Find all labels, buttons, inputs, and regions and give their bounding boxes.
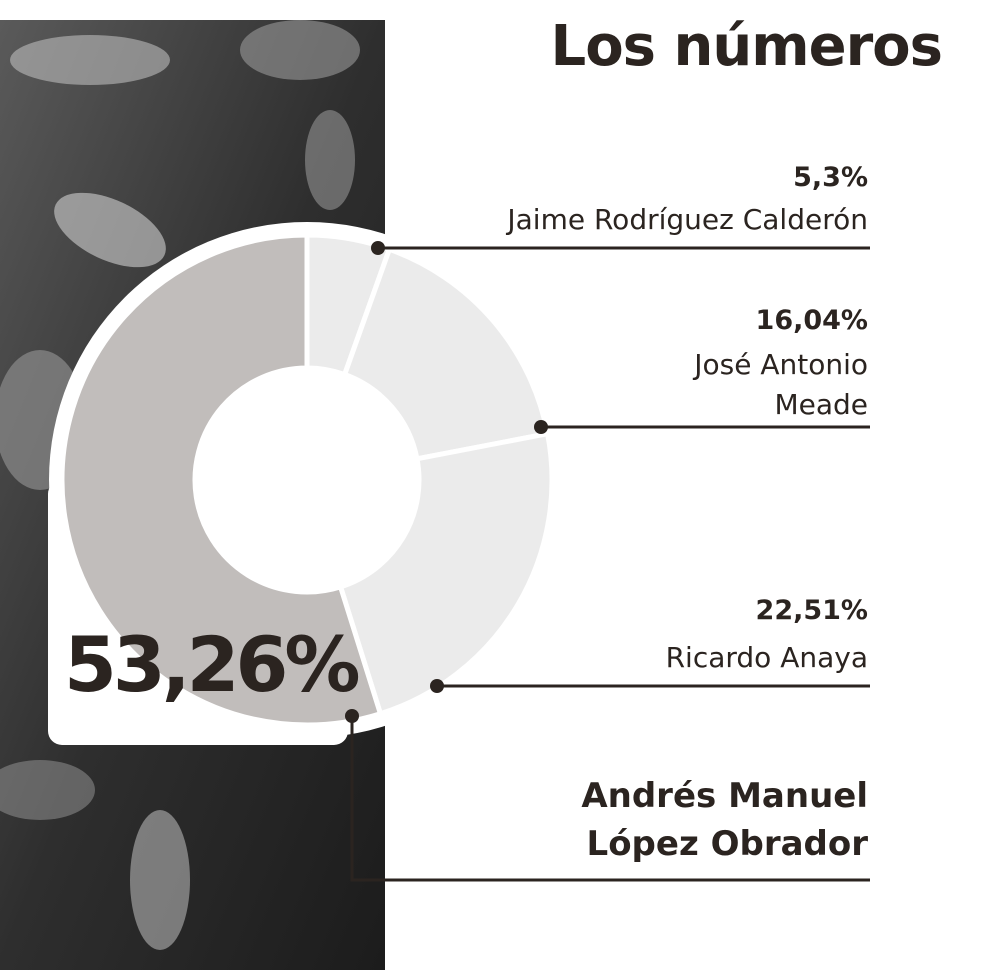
category-label: José Antonio Meade [694,348,868,421]
leader-dot [345,709,359,723]
category-label: Jaime Rodríguez Calderón [507,203,868,236]
leader-dot [430,679,444,693]
donut-hole [197,370,417,590]
value-label: 53,26% [64,620,361,709]
category-label: Ricardo Anaya [665,641,868,674]
chart-title: Los números [550,14,943,79]
category-label: Andrés Manuel López Obrador [581,776,868,864]
value-label: 22,51% [755,595,868,626]
leader-dot [534,420,548,434]
leader-line [350,716,870,882]
donut-slice [59,232,384,728]
value-label: 16,04% [755,305,868,336]
donut-slice [337,430,555,717]
value-label: 5,3% [793,162,868,193]
leader-dot [371,241,385,255]
